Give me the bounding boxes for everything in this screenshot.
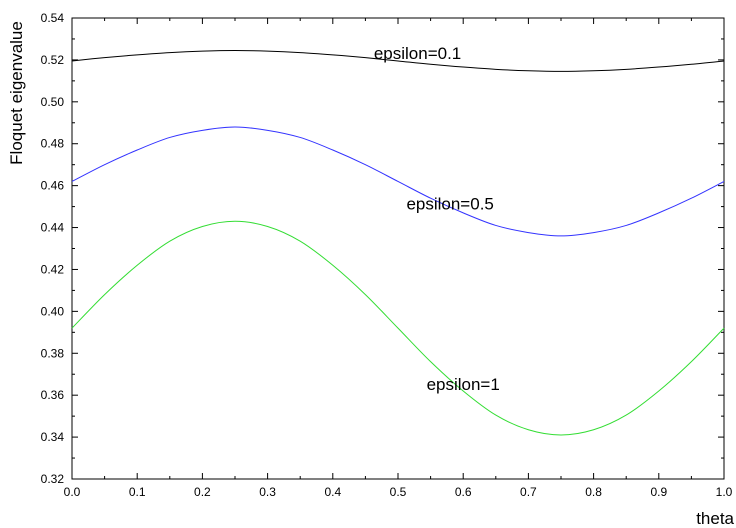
y-axis-label: Floquet eigenvalue [7, 21, 26, 165]
y-tick-label: 0.44 [41, 221, 65, 235]
y-tick-label: 0.32 [41, 472, 65, 486]
x-tick-label: 0.7 [520, 485, 537, 499]
x-tick-label: 0.9 [650, 485, 667, 499]
series-line-2 [71, 126, 725, 237]
curve-label-1: epsilon=0.1 [374, 44, 461, 63]
x-tick-label: 0.1 [129, 485, 146, 499]
x-tick-label: 0.5 [390, 485, 407, 499]
y-tick-label: 0.34 [41, 430, 65, 444]
x-axis-label: theta [696, 509, 734, 528]
annotations: epsilon=0.1 epsilon=0.5 epsilon=1 [374, 44, 500, 394]
y-tick-label: 0.50 [41, 95, 65, 109]
y-tick-label: 0.52 [41, 53, 65, 67]
x-tick-label: 0.3 [259, 485, 276, 499]
series-group [71, 49, 725, 436]
x-tick-label: 0.4 [324, 485, 341, 499]
y-tick-label: 0.42 [41, 262, 65, 276]
y-tick-label: 0.38 [41, 346, 65, 360]
y-tick-label: 0.54 [41, 11, 65, 25]
x-tick-label: 0.6 [455, 485, 472, 499]
series-line-1 [71, 49, 725, 72]
x-tick-label: 0.0 [64, 485, 81, 499]
x-tick-label: 0.2 [194, 485, 211, 499]
y-tick-label: 0.40 [41, 304, 65, 318]
y-tick-label: 0.46 [41, 179, 65, 193]
x-tick-label: 1.0 [716, 485, 733, 499]
y-tick-label: 0.48 [41, 137, 65, 151]
plot-frame [71, 17, 725, 480]
y-tick-label: 0.36 [41, 388, 65, 402]
x-tick-label: 0.8 [585, 485, 602, 499]
curve-label-3: epsilon=1 [427, 375, 500, 394]
series-line-3 [71, 220, 725, 436]
curve-label-2: epsilon=0.5 [406, 195, 493, 214]
axes: 0.0 0.1 0.2 0.3 0.4 0.5 0.6 0.7 0.8 0.9 1.0 0.32 0.3… [41, 11, 733, 499]
